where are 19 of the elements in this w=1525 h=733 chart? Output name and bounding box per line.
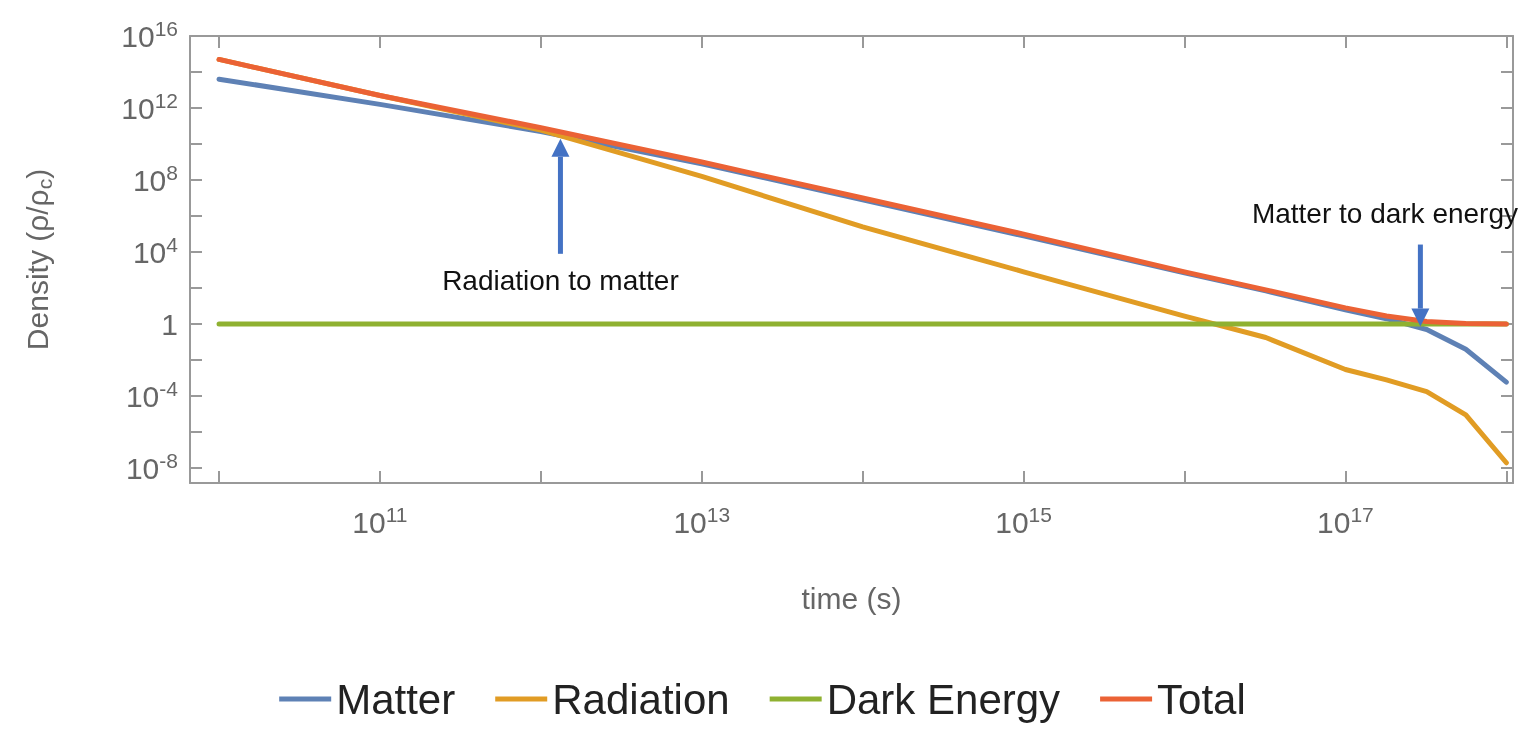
x-axis-title: time (s) xyxy=(801,581,902,615)
x-tick-label: 10$^{15}$ xyxy=(995,502,1052,539)
y-tick-label: 10$^{-4}$ xyxy=(125,376,179,414)
y-tick-label: 1 xyxy=(161,308,178,342)
y-tick-label: 10$^{16}$ xyxy=(121,16,178,53)
y-tick-label: 10$^{12}$ xyxy=(121,88,178,126)
y-tick-label: 10$^{-8}$ xyxy=(125,448,178,486)
annotation: Matter to dark energy xyxy=(1251,197,1518,229)
x-tick-label: 10$^{17}$ xyxy=(1317,502,1374,539)
y-tick-label: 10$^{8}$ xyxy=(132,160,178,198)
y-axis-title: Density (ρ/ρc) xyxy=(21,168,56,351)
legend-label: Dark Energy xyxy=(826,675,1061,723)
x-tick-label: 10$^{11}$ xyxy=(352,502,408,539)
legend-label: Total xyxy=(1157,675,1246,723)
y-tick-label: 10$^{4}$ xyxy=(132,232,179,270)
x-tick-label: 10$^{13}$ xyxy=(673,502,731,539)
legend-label: Radiation xyxy=(552,675,730,723)
legend-label: Matter xyxy=(336,675,456,723)
annotation: Radiation to matter xyxy=(442,264,679,296)
